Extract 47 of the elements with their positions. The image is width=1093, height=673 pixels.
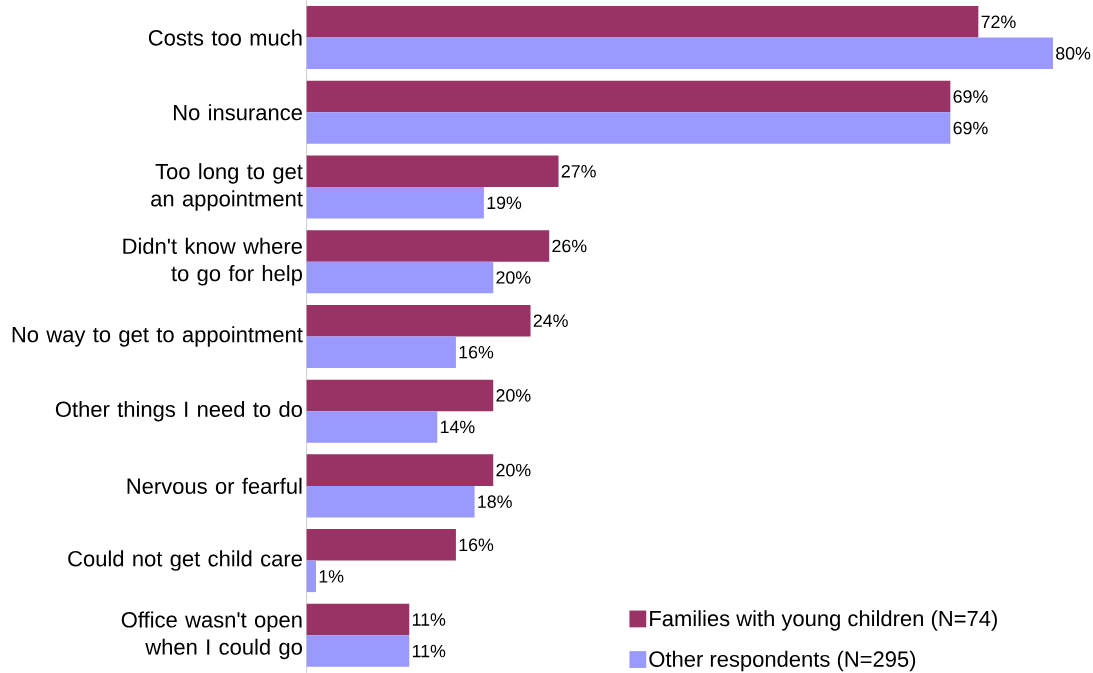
bar [306, 261, 494, 294]
data-label: 20% [496, 389, 531, 402]
data-label: 1% [319, 570, 344, 583]
data-label: 69% [953, 90, 988, 103]
data-label: 26% [552, 239, 587, 253]
legend-label: Families with young children (N=74) [650, 610, 997, 631]
data-label: 80% [1056, 47, 1091, 60]
bar [306, 230, 550, 262]
bar [306, 454, 494, 486]
y-tick-label: Costs too much [148, 29, 302, 46]
y-tick-label: No way to get to appointment [12, 326, 303, 347]
data-label: 11% [412, 613, 446, 626]
y-tick-label: Nervous or fearful [127, 477, 302, 494]
data-label: 16% [459, 345, 494, 359]
bar [306, 379, 494, 412]
data-label: 14% [440, 420, 475, 434]
y-tick-label: Other things I need to do [55, 400, 302, 422]
y-tick-label: Didn't know where to go for help [123, 237, 302, 286]
bar [306, 603, 410, 636]
bar [306, 560, 316, 593]
y-tick-label: Too long to get an appointment [151, 163, 303, 211]
data-label: 11% [412, 644, 446, 658]
bar [306, 635, 410, 667]
data-label: 18% [478, 495, 512, 508]
data-label: 24% [533, 314, 568, 327]
bar [306, 336, 456, 369]
bar [306, 529, 456, 561]
bar [306, 187, 484, 219]
y-tick-label: Office wasn't open when I could go [121, 611, 302, 660]
data-label: 16% [459, 538, 494, 552]
data-label: 20% [496, 463, 531, 477]
data-label: 27% [561, 165, 596, 178]
bar [306, 304, 531, 337]
data-label: 69% [953, 121, 988, 135]
legend-label: Other respondents (N=295) [649, 650, 916, 672]
data-label: 72% [981, 15, 1016, 29]
bar [306, 411, 438, 443]
bar [306, 37, 1053, 70]
y-tick-label: Could not get child care [68, 550, 302, 571]
bar [306, 6, 979, 38]
bar [306, 485, 475, 518]
y-tick-label: No insurance [174, 104, 302, 121]
bar [306, 155, 559, 188]
bar [306, 80, 951, 113]
bar [306, 112, 951, 144]
data-label: 19% [487, 196, 522, 210]
data-label: 20% [496, 271, 531, 284]
